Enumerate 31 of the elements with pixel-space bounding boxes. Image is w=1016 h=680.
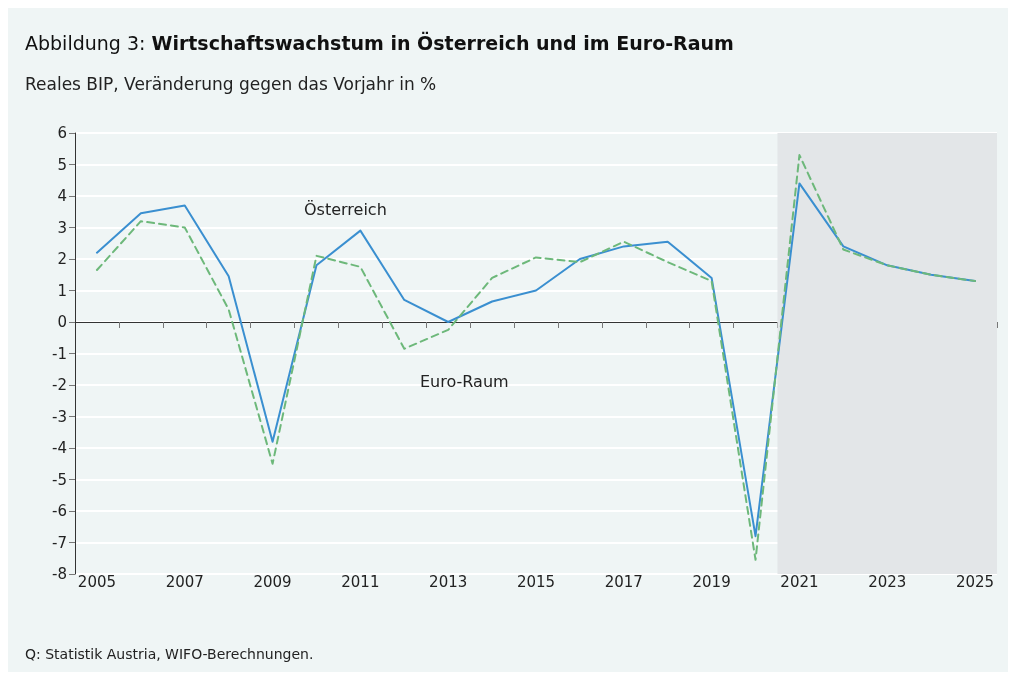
y-tick-label: 6 (57, 124, 67, 142)
y-tick-label: 3 (57, 218, 67, 237)
x-tick-label: 2025 (955, 572, 995, 591)
y-tick-label: -1 (52, 344, 67, 363)
y-tick-label: -5 (52, 470, 67, 489)
y-tick-label: -8 (52, 565, 67, 583)
chart-title: Abbildung 3: Wirtschaftswachstum in Österreich und im Euro-Raum (25, 30, 734, 54)
text: Q: Statistik Austria, WIFO-Berechnungen. (25, 646, 314, 662)
x-tick-label: 2015 (516, 572, 556, 591)
series-label: Euro-Raum (419, 372, 509, 392)
x-tick-label: 2021 (780, 572, 819, 591)
y-tick-label: 1 (57, 281, 67, 300)
x-tick-label: 2013 (429, 572, 468, 591)
x-tick-label: 2005 (77, 572, 117, 591)
y-tick-label: 4 (57, 187, 67, 205)
x-tick-label: 2009 (253, 572, 292, 591)
y-tick-label: -7 (52, 533, 67, 552)
x-tick-label: 2007 (165, 572, 204, 591)
y-tick-label: 0 (57, 313, 67, 331)
y-tick-label: -2 (52, 376, 67, 394)
y-tick-label: 5 (57, 155, 67, 174)
y-tick-label: -3 (52, 407, 67, 426)
x-tick-label: 2019 (692, 572, 731, 591)
y-tick-label: 2 (57, 250, 67, 268)
y-tick-label: -4 (52, 439, 67, 457)
x-tick-label: 2023 (868, 572, 907, 591)
series-label: Österreich (303, 200, 387, 220)
y-tick-label: -6 (52, 502, 67, 520)
x-tick-label: 2017 (604, 572, 643, 591)
x-tick-label: 2011 (341, 572, 380, 591)
chart-subtitle: Reales BIP, Veränderung gegen das Vorjahr in % (25, 73, 437, 94)
